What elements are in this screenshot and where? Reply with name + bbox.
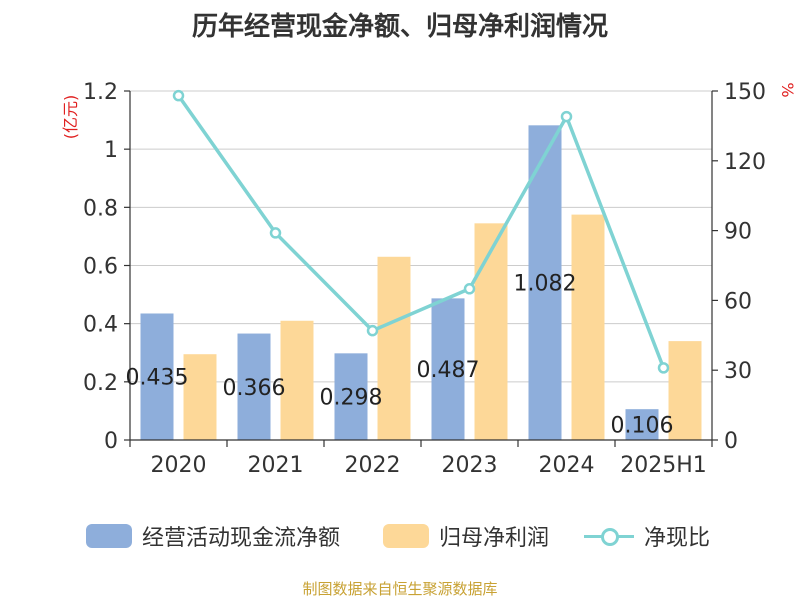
bar-net-profit [668, 341, 702, 440]
y-right-tick-label: 30 [724, 359, 752, 384]
bar-cashflow [431, 298, 465, 440]
bar-cashflow [237, 333, 271, 440]
y-left-tick-label: 1.2 [83, 80, 118, 105]
legend-label-cashflow: 经营活动现金流净额 [142, 526, 341, 551]
ratio-point [269, 227, 282, 239]
x-tick-label: 2023 [442, 453, 498, 478]
y-left-tick-label: 0.2 [83, 371, 118, 396]
ratio-point [657, 362, 670, 374]
bar-cashflow [334, 353, 368, 440]
bar-net-profit [377, 256, 411, 440]
legend-label-net-profit: 归母净利润 [439, 526, 550, 551]
y-left-tick-label: 1 [104, 138, 118, 163]
legend-swatch-net-profit [383, 524, 429, 548]
y-right-unit-label: % [778, 82, 797, 97]
legend-line-marker-icon [584, 524, 634, 548]
ratio-line [172, 89, 670, 374]
y-right-tick-label: 90 [724, 220, 752, 245]
ratio-point [463, 283, 476, 295]
legend-item-cash-ratio[interactable]: 净现比 [584, 516, 710, 556]
data-labels: 0.435 0.366 0.298 0.487 1.082 0.106 [126, 272, 674, 439]
data-label-cashflow: 0.487 [417, 358, 480, 383]
legend-label-cash-ratio: 净现比 [644, 526, 711, 551]
y-left-unit-label: (亿元) [61, 95, 80, 140]
y-right-tick-label: 120 [724, 150, 766, 175]
bar-net-profit [183, 354, 217, 440]
bar-net-profit [474, 223, 508, 440]
axes: 0 0.2 0.4 0.6 0.8 1 1.2 0 30 60 90 120 150 (亿元)% 2020 2… [61, 80, 797, 478]
legend-swatch-cashflow [86, 524, 132, 548]
ratio-line-path [177, 94, 666, 369]
data-label-cashflow: 0.366 [223, 376, 286, 401]
chart-title: 历年经营现金净额、归母净利润情况 [191, 12, 608, 42]
x-tick-label: 2022 [345, 453, 401, 478]
bar-net-profit [280, 320, 314, 440]
ratio-point [560, 110, 573, 123]
legend-item-net-profit[interactable]: 归母净利润 [383, 516, 549, 556]
ratio-point [172, 89, 185, 102]
data-label-cashflow: 0.435 [126, 366, 189, 391]
y-left-tick-label: 0.4 [83, 313, 118, 338]
ratio-point [366, 324, 379, 337]
y-left-tick-label: 0 [104, 429, 118, 454]
legend: 经营活动现金流净额 归母净利润 净现比 [0, 516, 800, 556]
data-label-cashflow: 0.298 [320, 386, 383, 411]
y-right-tick-label: 0 [724, 429, 738, 454]
bars [140, 125, 702, 441]
x-tick-label: 2020 [151, 453, 207, 478]
bar-cashflow [140, 313, 174, 440]
bar-cashflow [625, 409, 659, 440]
x-tick-label: 2024 [539, 453, 595, 478]
legend-item-cashflow[interactable]: 经营活动现金流净额 [86, 516, 340, 556]
y-left-tick-label: 0.6 [83, 255, 118, 280]
data-source-note: 制图数据来自恒生聚源数据库 [302, 580, 498, 598]
data-label-cashflow: 0.106 [611, 414, 674, 439]
y-right-tick-label: 150 [724, 80, 766, 105]
data-label-cashflow: 1.082 [514, 272, 577, 297]
x-tick-label: 2025H1 [620, 453, 707, 478]
bar-net-profit [571, 214, 605, 440]
x-tick-label: 2021 [248, 453, 304, 478]
y-right-tick-label: 60 [724, 289, 752, 314]
y-left-tick-label: 0.8 [83, 196, 118, 221]
